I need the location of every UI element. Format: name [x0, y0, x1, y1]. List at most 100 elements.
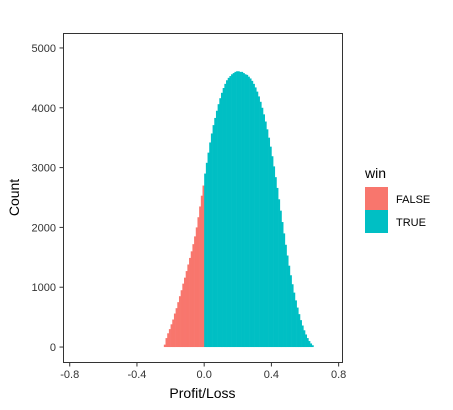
y-tick-label: 4000 — [32, 103, 56, 115]
histogram-bar-true — [257, 96, 260, 348]
histogram-bar-true — [234, 71, 237, 348]
x-axis-title: Profit/Loss — [169, 385, 235, 401]
histogram-bar-false — [187, 264, 190, 348]
histogram-bar-true — [279, 210, 282, 348]
histogram-bar-true — [215, 110, 218, 348]
histogram-bar-true — [261, 107, 264, 348]
histogram-bar-true — [259, 101, 262, 348]
x-tick-label: 0.0 — [197, 369, 212, 381]
histogram-bar-true — [220, 92, 223, 348]
histogram-bar-true — [269, 146, 272, 348]
histogram-bar-false — [177, 302, 180, 348]
x-tick-label: -0.4 — [127, 369, 146, 381]
histogram-bar-true — [209, 142, 212, 348]
histogram-bar-true — [308, 341, 311, 348]
histogram-bar-true — [239, 71, 242, 348]
histogram-bar-true — [286, 255, 289, 348]
histogram-bar-true — [263, 114, 265, 348]
histogram-bar-false — [173, 313, 176, 348]
histogram-bar-true — [288, 265, 291, 348]
histogram-bar-true — [222, 88, 225, 348]
histogram-bar-true — [226, 80, 229, 348]
histogram-bar-true — [256, 91, 259, 348]
histogram-bar-false — [189, 257, 192, 348]
histogram-bar-true — [229, 76, 232, 348]
histogram-bar-false — [200, 195, 203, 348]
histogram-bar-true — [241, 71, 244, 348]
histogram-bar-true — [219, 98, 222, 348]
histogram-bar-false — [195, 227, 198, 348]
histogram-bar-true — [236, 71, 239, 348]
y-axis: 0 1000 2000 3000 4000 5000 — [32, 43, 64, 354]
histogram-bar-true — [284, 244, 287, 348]
histogram-bars — [163, 71, 314, 348]
histogram-bar-true — [296, 307, 299, 348]
histogram-bar-true — [205, 162, 208, 348]
histogram-bar-true — [299, 320, 302, 348]
histogram-bar-true — [204, 173, 207, 348]
histogram-bar-true — [246, 74, 249, 348]
histogram-bar-false — [182, 283, 185, 348]
histogram-bar-false — [197, 217, 200, 348]
histogram-bar-true — [207, 152, 210, 348]
histogram-bar-true — [301, 325, 304, 348]
histogram-bar-false — [168, 329, 171, 348]
histogram-bar-true — [274, 177, 277, 348]
histogram-bar-true — [273, 166, 276, 348]
x-tick-label: 0.4 — [264, 369, 279, 381]
y-tick-label: 1000 — [32, 282, 56, 294]
histogram-bar-false — [165, 338, 168, 348]
y-axis-title: Count — [6, 179, 22, 216]
panel-border — [63, 33, 343, 363]
histogram-bar-false — [184, 277, 186, 348]
legend-label-true: TRUE — [396, 217, 426, 229]
histogram-bar-true — [254, 87, 257, 348]
histogram-bar-true — [311, 345, 314, 348]
y-tick-label: 2000 — [32, 222, 56, 234]
y-tick-label: 5000 — [32, 43, 56, 55]
histogram-bar-false — [163, 344, 166, 348]
histogram-bar-false — [185, 271, 188, 348]
histogram-bar-false — [202, 185, 205, 348]
x-tick-label: 0.8 — [331, 369, 346, 381]
histogram-bar-true — [303, 330, 306, 348]
histogram-bar-true — [224, 83, 227, 348]
histogram-bar-false — [170, 324, 173, 348]
histogram-bar-true — [305, 334, 307, 348]
histogram-bar-true — [252, 83, 255, 348]
plot-area — [63, 33, 343, 363]
histogram-bar-true — [242, 73, 245, 348]
histogram-bar-true — [244, 74, 247, 348]
histogram-bar-false — [192, 244, 195, 348]
histogram-bar-true — [264, 121, 267, 348]
histogram-bar-true — [231, 74, 234, 348]
y-tick-label: 0 — [50, 342, 56, 354]
histogram-bar-false — [190, 251, 193, 348]
histogram-bar-true — [266, 129, 269, 348]
histogram-bar-true — [289, 275, 292, 348]
histogram-bar-false — [172, 319, 175, 348]
histogram-bar-true — [251, 80, 254, 348]
histogram-bar-true — [227, 77, 230, 348]
legend: win FALSE TRUE — [364, 165, 430, 233]
x-tick-label: -0.8 — [60, 369, 79, 381]
histogram-bar-true — [237, 71, 240, 348]
histogram-bar-true — [249, 78, 252, 348]
histogram-bar-true — [293, 292, 296, 348]
histogram-bar-false — [180, 290, 183, 348]
histogram-bar-true — [276, 187, 279, 348]
histogram-bar-false — [175, 308, 178, 348]
y-tick-label: 3000 — [32, 163, 56, 175]
histogram-bar-true — [232, 73, 235, 348]
histogram-bar-true — [217, 104, 220, 348]
histogram-bar-true — [298, 314, 301, 348]
histogram-bar-true — [294, 300, 297, 348]
histogram-bar-true — [306, 338, 309, 348]
histogram-bar-true — [310, 343, 313, 348]
histogram-bar-true — [283, 233, 286, 348]
histogram-bar-false — [194, 236, 197, 348]
legend-label-false: FALSE — [396, 194, 430, 206]
histogram-bar-true — [281, 222, 284, 348]
histogram-bar-false — [178, 296, 181, 348]
